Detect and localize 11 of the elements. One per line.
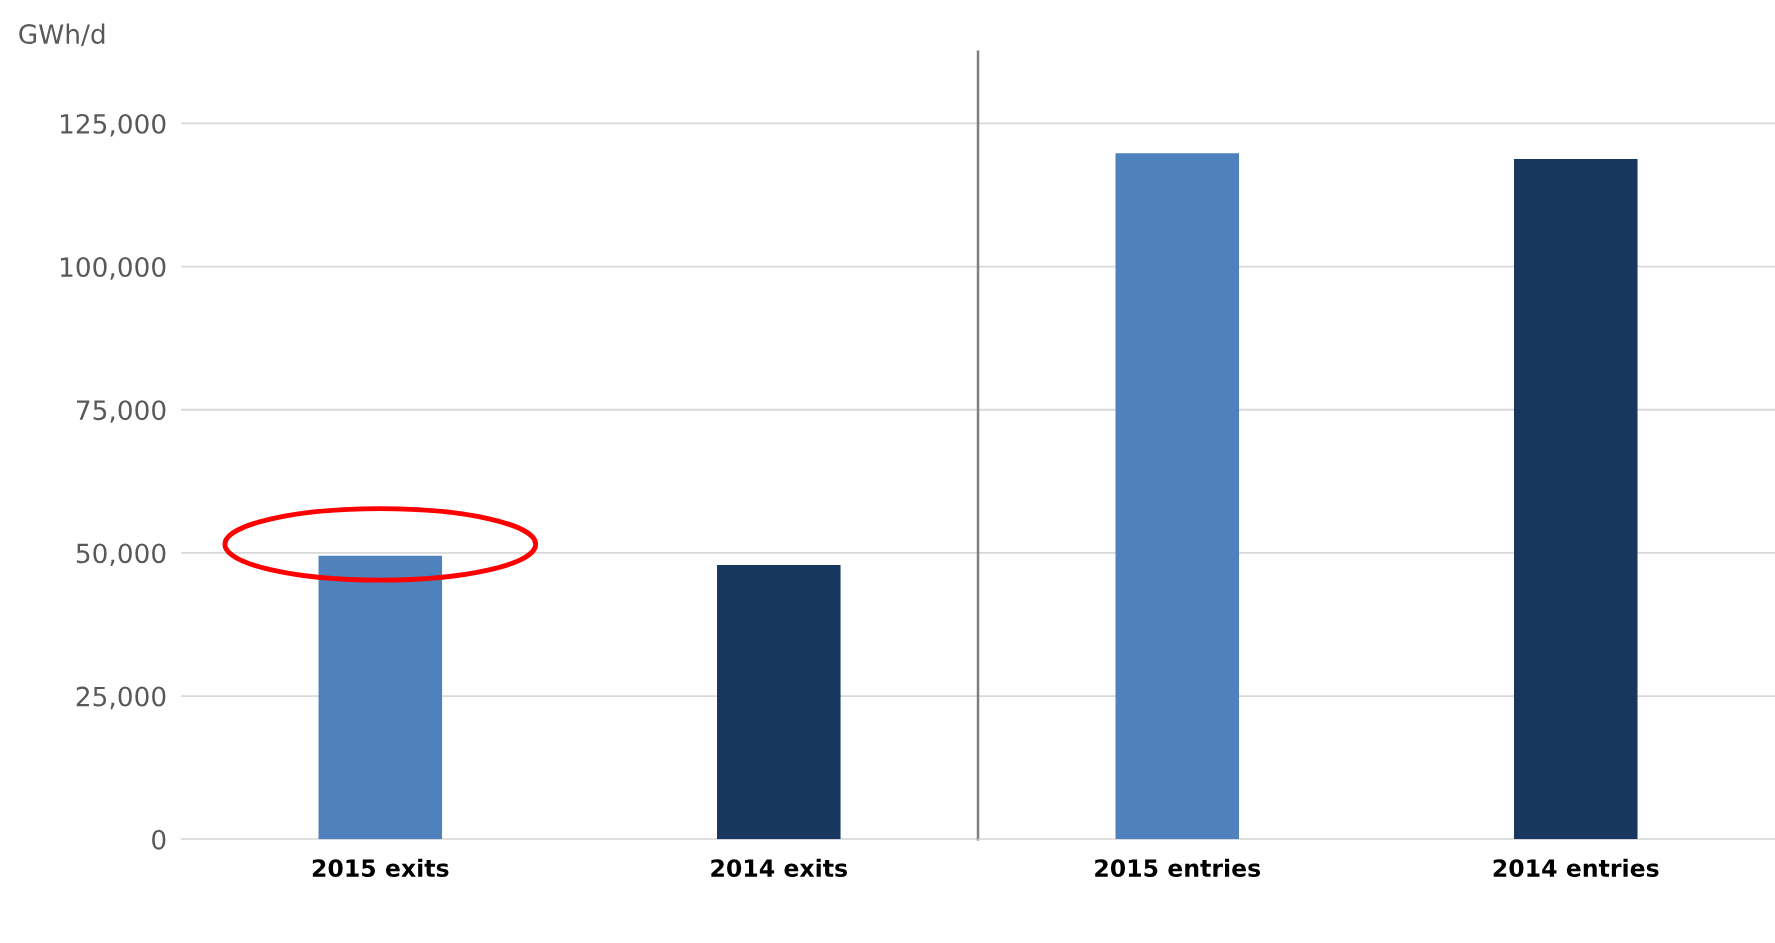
x-tick-label: 2015 exits: [312, 858, 449, 877]
y-tick-label: 100,000: [60, 257, 166, 280]
y-axis-title: GWh/d: [19, 23, 105, 47]
y-tick-label: 0: [152, 829, 166, 850]
y-tick-label: 50,000: [76, 543, 166, 567]
y-tick-label: 125,000: [60, 113, 166, 137]
y-tick-label: 75,000: [76, 400, 166, 423]
x-tick-label: 2014 entries: [1493, 858, 1659, 877]
y-tick-label: 25,000: [76, 686, 166, 710]
x-tick-label: 2014 exits: [711, 858, 847, 877]
x-tick-label: 2015 entries: [1095, 858, 1261, 877]
